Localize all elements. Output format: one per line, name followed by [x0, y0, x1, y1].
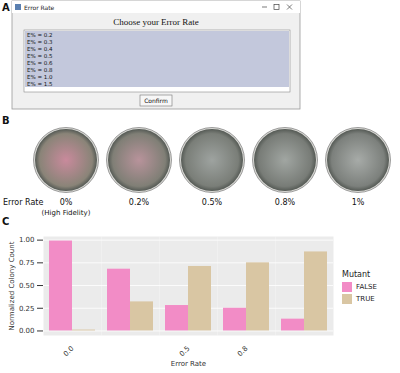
- svg-text:B: B: [2, 115, 10, 126]
- svg-text:E% = 0.3: E% = 0.3: [27, 39, 53, 45]
- svg-text:E% = 0.2: E% = 0.2: [27, 32, 53, 38]
- svg-text:1.00: 1.00: [19, 236, 35, 244]
- svg-text:Error Rate: Error Rate: [171, 360, 206, 368]
- svg-text:E% = 0.5: E% = 0.5: [27, 53, 53, 59]
- svg-text:E% = 0.8: E% = 0.8: [27, 67, 53, 73]
- svg-text:0.75: 0.75: [19, 259, 35, 267]
- svg-text:C: C: [2, 216, 9, 227]
- svg-text:1%: 1%: [352, 198, 365, 207]
- svg-text:0.8%: 0.8%: [275, 198, 296, 207]
- svg-text:E% = 0.6: E% = 0.6: [27, 60, 53, 66]
- svg-text:Normalized Colony Count: Normalized Colony Count: [8, 241, 16, 330]
- svg-text:0.0: 0.0: [62, 345, 76, 359]
- svg-text:E% = 1.5: E% = 1.5: [27, 81, 53, 87]
- svg-text:0.50: 0.50: [19, 282, 35, 290]
- svg-text:E% = 0.4: E% = 0.4: [27, 46, 53, 52]
- svg-text:(High Fidelity): (High Fidelity): [42, 209, 91, 217]
- svg-text:Confirm: Confirm: [144, 97, 168, 104]
- svg-text:E% = 1.0: E% = 1.0: [27, 74, 53, 80]
- html-text:FALSE: FALSE: [356, 283, 377, 291]
- svg-text:0.25: 0.25: [19, 304, 35, 312]
- svg-text:0.2%: 0.2%: [129, 198, 150, 207]
- svg-text:Error Rate: Error Rate: [3, 198, 43, 207]
- svg-text:0.5%: 0.5%: [202, 198, 223, 207]
- svg-text:Error Rate: Error Rate: [24, 4, 55, 11]
- svg-text:A: A: [2, 2, 10, 13]
- svg-text:Choose your Error Rate: Choose your Error Rate: [113, 17, 199, 27]
- html-text:Mutant: Mutant: [342, 270, 371, 279]
- svg-text:0.00: 0.00: [19, 327, 35, 335]
- svg-text:0%: 0%: [60, 198, 73, 207]
- svg-text:0.8: 0.8: [236, 345, 250, 359]
- svg-text:0.5: 0.5: [178, 345, 192, 359]
- html-text:TRUE: TRUE: [356, 295, 375, 303]
